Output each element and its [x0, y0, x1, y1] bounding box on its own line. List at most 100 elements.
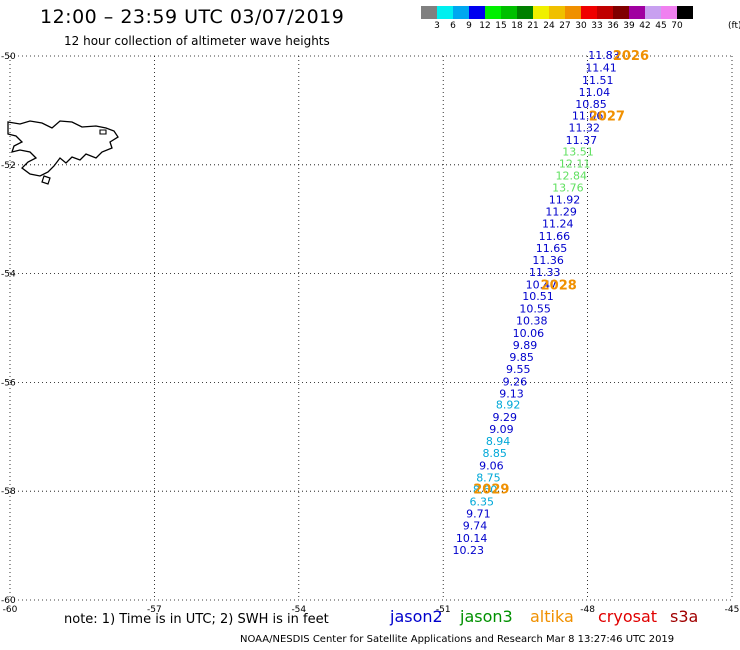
- swh-value-label: 9.89: [513, 339, 538, 352]
- swh-value-label: 11.32: [568, 121, 600, 134]
- time-label: 2027: [589, 109, 625, 124]
- swh-value-label: 13.76: [552, 182, 584, 195]
- colorbar-swatch: [469, 6, 485, 19]
- swh-value-label: 8.60: [473, 484, 498, 497]
- falkland-islet: [41, 175, 51, 185]
- y-tick-label: -52: [1, 161, 16, 171]
- x-tick-label: -48: [580, 605, 595, 615]
- swh-value-label: 12.84: [555, 170, 587, 183]
- swh-value-label: 10.85: [575, 98, 607, 111]
- swh-value-label: 8.94: [486, 435, 511, 448]
- swh-value-label: 11.66: [539, 230, 571, 243]
- y-tick-label: -58: [1, 487, 16, 497]
- swh-value-label: 10.47: [526, 278, 558, 291]
- swh-value-label: 11.51: [582, 74, 614, 87]
- colorbar-tick-label: 12: [479, 21, 491, 31]
- swh-value-label: 11.83: [588, 49, 620, 62]
- x-tick-label: -54: [291, 605, 306, 615]
- y-tick-label: -56: [1, 378, 16, 388]
- colorbar-swatch: [549, 6, 565, 19]
- colorbar-swatch: [629, 6, 645, 19]
- swh-value-label: 9.13: [499, 387, 524, 400]
- colorbar-tick-label: 9: [466, 21, 472, 31]
- swh-value-label: 11.33: [529, 266, 561, 279]
- x-tick-label: -57: [147, 605, 162, 615]
- grid: [9, 55, 733, 601]
- colorbar-swatch: [613, 6, 629, 19]
- time-label: 2029: [473, 482, 509, 497]
- colorbar-tick-label: 3: [434, 21, 440, 31]
- time-labels: 2026 2027 2028 2029: [473, 49, 649, 498]
- colorbar-tick-label: 27: [559, 21, 571, 31]
- swh-value-label: 10.14: [456, 532, 488, 545]
- colorbar-tick-label: 33: [591, 21, 603, 31]
- colorbar-tick-label: 39: [623, 21, 635, 31]
- page-subtitle: 12 hour collection of altimeter wave hei…: [64, 34, 330, 48]
- colorbar: [421, 6, 693, 19]
- swh-value-label: 11.41: [585, 61, 617, 74]
- x-tick-label: -45: [725, 605, 740, 615]
- colorbar-tick-label: 42: [639, 21, 651, 31]
- falkland-islands-outline: [7, 120, 119, 177]
- colorbar-swatch: [485, 6, 501, 19]
- colorbar-swatch: [453, 6, 469, 19]
- footer-credit: NOAA/NESDIS Center for Satellite Applica…: [240, 634, 675, 645]
- swh-value-label: 11.06: [572, 109, 604, 122]
- colorbar-swatch: [517, 6, 533, 19]
- satellite-legend-jason3: jason3: [460, 607, 513, 626]
- swh-value-label: 11.24: [542, 218, 574, 231]
- swh-value-label: 9.06: [479, 460, 504, 473]
- colorbar-tick-label: 70: [671, 21, 683, 31]
- colorbar-tick-label: 36: [607, 21, 619, 31]
- swh-value-label: 13.51: [562, 146, 594, 159]
- satellite-legend-altika: altika: [530, 607, 574, 626]
- colorbar-tick-label: 18: [511, 21, 523, 31]
- swh-value-label: 8.85: [482, 447, 507, 460]
- colorbar-tick-label: 30: [575, 21, 587, 31]
- y-tick-label: -60: [1, 596, 16, 606]
- note-text: note: 1) Time is in UTC; 2) SWH is in fe…: [64, 612, 329, 627]
- colorbar-tick-label: 45: [655, 21, 667, 31]
- falkland-islet: [99, 129, 107, 135]
- swh-value-label: 9.26: [503, 375, 528, 388]
- colorbar-swatch: [533, 6, 549, 19]
- swh-value-label: 6.35: [469, 496, 494, 509]
- colorbar-swatch: [565, 6, 581, 19]
- swh-value-label: 11.29: [545, 206, 577, 219]
- colorbar-tick-label: 15: [495, 21, 507, 31]
- colorbar-swatch: [437, 6, 453, 19]
- swh-value-label: 9.09: [489, 423, 514, 436]
- x-tick-label: -60: [3, 605, 18, 615]
- swh-value-label: 11.04: [579, 86, 611, 99]
- colorbar-unit: (ft): [728, 21, 740, 31]
- colorbar-tick-label: 21: [527, 21, 539, 31]
- colorbar-swatch: [501, 6, 517, 19]
- swh-value-label: 9.74: [463, 519, 488, 532]
- colorbar-swatch: [677, 6, 693, 19]
- swh-value-label: 8.75: [476, 472, 501, 485]
- swh-value-label: 10.06: [513, 327, 545, 340]
- axis-labels: -60 -57 -54 -51 -48 -45 -50 -52 -54 -56 -58 -60: [1, 52, 739, 615]
- coastline: [7, 120, 119, 185]
- swh-value-label: 12.11: [559, 158, 591, 171]
- colorbar-tick-label: 6: [450, 21, 456, 31]
- swh-value-label: 10.23: [452, 544, 484, 557]
- colorbar-swatch: [645, 6, 661, 19]
- swh-value-label: 11.92: [549, 194, 581, 207]
- satellite-legend-jason2: jason2: [390, 607, 443, 626]
- swh-value-label: 10.55: [519, 302, 551, 315]
- swh-value-label: 9.29: [493, 411, 518, 424]
- swh-value-label: 10.51: [522, 290, 554, 303]
- satellite-legend-cryosat: cryosat: [598, 607, 658, 626]
- colorbar-tick-label: 24: [543, 21, 555, 31]
- swh-value-label: 8.92: [496, 399, 521, 412]
- colorbar-swatch: [581, 6, 597, 19]
- time-label: 2028: [541, 278, 577, 293]
- y-tick-label: -54: [1, 270, 16, 280]
- swh-value-label: 11.37: [566, 134, 598, 147]
- colorbar-swatch: [661, 6, 677, 19]
- swh-value-label: 10.38: [516, 314, 548, 327]
- swh-value-label: 11.65: [536, 242, 568, 255]
- swh-value-label: 9.71: [466, 508, 491, 521]
